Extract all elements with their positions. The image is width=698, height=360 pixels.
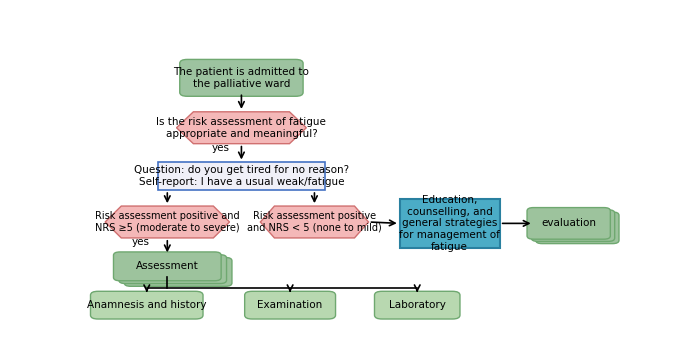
FancyBboxPatch shape (527, 208, 610, 239)
FancyBboxPatch shape (535, 212, 619, 244)
Text: Risk assessment positive
and NRS < 5 (none to mild): Risk assessment positive and NRS < 5 (no… (247, 211, 382, 233)
Bar (158, 162, 325, 190)
FancyBboxPatch shape (119, 255, 227, 284)
Text: yes: yes (211, 143, 230, 153)
Polygon shape (105, 206, 230, 238)
FancyBboxPatch shape (245, 291, 336, 319)
FancyBboxPatch shape (114, 252, 221, 281)
Bar (400, 199, 500, 248)
Text: Question: do you get tired for no reason?
Self-report: I have a usual weak/fatig: Question: do you get tired for no reason… (134, 166, 349, 187)
FancyBboxPatch shape (124, 257, 232, 286)
Text: yes: yes (132, 237, 150, 247)
Text: Anamnesis and history: Anamnesis and history (87, 300, 207, 310)
Text: Is the risk assessment of fatigue
appropriate and meaningful?: Is the risk assessment of fatigue approp… (156, 117, 327, 139)
Polygon shape (260, 206, 369, 238)
FancyBboxPatch shape (180, 59, 303, 96)
Text: Laboratory: Laboratory (389, 300, 445, 310)
Text: Assessment: Assessment (136, 261, 199, 271)
FancyBboxPatch shape (531, 210, 615, 242)
FancyBboxPatch shape (375, 291, 460, 319)
Polygon shape (177, 112, 306, 144)
Text: The patient is admitted to
the palliative ward: The patient is admitted to the palliativ… (174, 67, 309, 89)
FancyBboxPatch shape (91, 291, 203, 319)
Text: Education,
counselling, and
general strategies
for management of
fatigue: Education, counselling, and general stra… (399, 195, 500, 252)
Text: Risk assessment positive and
NRS ≥5 (moderate to severe): Risk assessment positive and NRS ≥5 (mod… (95, 211, 239, 233)
Text: Examination: Examination (258, 300, 322, 310)
Text: evaluation: evaluation (541, 219, 596, 228)
